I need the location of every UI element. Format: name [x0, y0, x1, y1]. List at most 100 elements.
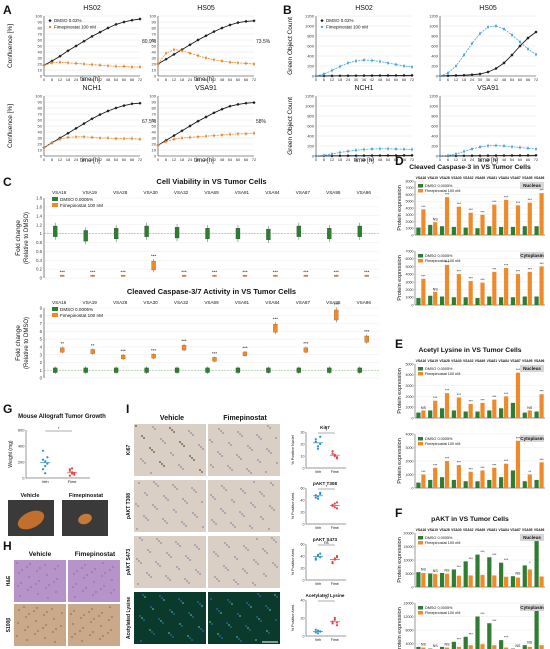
cell-nucleus — [243, 545, 245, 547]
y-tick-label: 30 — [38, 136, 43, 141]
data-point — [220, 59, 224, 63]
cell-nucleus — [72, 623, 74, 625]
cell-nucleus — [250, 502, 252, 504]
x-tick-label: 48 — [106, 157, 111, 162]
y-tick-label: 70 — [152, 32, 157, 37]
cell-nucleus — [28, 613, 30, 615]
y-tick-label: 70 — [38, 112, 43, 117]
significance-label: *** — [445, 193, 450, 197]
cell-nucleus — [92, 631, 94, 633]
cell-nucleus — [170, 452, 172, 454]
cell-nucleus — [195, 569, 197, 571]
y-tick-label: 0 — [154, 74, 157, 79]
cell-nucleus — [54, 641, 56, 643]
data-point — [212, 58, 216, 61]
bar-fimepinostat — [456, 465, 461, 488]
bar-fimepinostat — [527, 202, 532, 235]
cell-nucleus — [219, 453, 221, 455]
cell-nucleus — [260, 620, 262, 622]
data-point — [106, 136, 110, 140]
cell-nucleus — [244, 492, 246, 494]
y-tick-label: 40 — [38, 130, 43, 135]
data-point — [394, 153, 398, 158]
cell-nucleus — [157, 485, 159, 487]
data-point — [402, 64, 406, 68]
cell-nucleus — [23, 606, 25, 608]
cell-nucleus — [37, 630, 39, 632]
data-point — [402, 148, 406, 151]
cell-nucleus — [137, 583, 139, 585]
cell-nucleus — [268, 632, 270, 634]
cell-nucleus — [155, 483, 157, 485]
y-tick-label: 1200 — [305, 94, 315, 99]
legend-swatch-dmso — [418, 536, 423, 540]
cell-nucleus — [191, 457, 193, 459]
data-point — [122, 20, 126, 24]
y-tick-label: 100 — [35, 14, 42, 19]
cell-nucleus — [266, 630, 268, 632]
cell-nucleus — [109, 569, 111, 571]
y-tick-label: 7000 — [406, 249, 414, 253]
bar-fimepinostat — [421, 278, 426, 305]
data-point — [138, 138, 142, 141]
x-tick-label: 54 — [510, 77, 515, 82]
data-point — [44, 460, 47, 463]
data-point — [122, 65, 126, 68]
cell-nucleus — [260, 516, 262, 518]
cell-nucleus — [37, 593, 39, 595]
significance-label: *** — [273, 269, 279, 274]
data-point — [362, 58, 366, 62]
x-tick-label: 12 — [58, 77, 63, 82]
x-tick-label: 30 — [354, 77, 359, 82]
category-label: VSA32 — [174, 190, 189, 195]
cell-nucleus — [169, 609, 171, 611]
subplot-title: HS02 — [83, 5, 101, 12]
data-point — [322, 154, 326, 157]
row-label: H&E — [6, 575, 12, 586]
y-tick-label: 4000 — [406, 273, 414, 277]
significance-label: NS — [433, 287, 439, 291]
x-tick-label: 66 — [130, 157, 135, 162]
y-tick-label: 90 — [152, 100, 157, 105]
y-tick-label: 5000 — [406, 362, 414, 366]
significance-label: NS — [527, 406, 533, 410]
significance-label: * — [326, 428, 328, 433]
y-tick-label: 1200 — [429, 94, 439, 99]
y-axis-title: Protein expression — [397, 255, 403, 301]
y-tick-label: 0 — [412, 486, 414, 490]
y-tick-label: 40 — [301, 498, 305, 502]
data-point — [378, 60, 382, 63]
significance-label: *** — [242, 269, 248, 274]
y-tick-label: 8000 — [406, 628, 414, 632]
cell-nucleus — [149, 551, 151, 553]
box-fimepinostat — [364, 335, 369, 343]
cell-nucleus — [220, 508, 222, 510]
cell-nucleus — [154, 506, 156, 508]
column-label: Vehicle — [29, 551, 52, 558]
cell-nucleus — [189, 637, 191, 639]
reduction-percent: 80.9% — [142, 39, 157, 45]
cell-nucleus — [183, 523, 185, 525]
data-point — [510, 145, 514, 148]
x-tick-label: 72 — [252, 77, 257, 82]
significance-label: *** — [492, 463, 497, 467]
cell-nucleus — [236, 636, 238, 638]
data-point — [106, 109, 110, 113]
x-tick-label: Veh — [315, 638, 321, 642]
cell-nucleus — [192, 512, 194, 514]
cell-nucleus — [100, 625, 102, 627]
cell-nucleus — [246, 572, 248, 574]
bar-dmso — [534, 541, 539, 587]
data-point — [314, 74, 318, 78]
y-tick-label: 0 — [412, 585, 414, 589]
cell-nucleus — [222, 510, 224, 512]
box-dmso — [83, 230, 88, 242]
x-tick-label: 48 — [502, 157, 507, 162]
significance-label: *** — [539, 390, 544, 394]
bar-dmso — [475, 616, 480, 649]
cell-nucleus — [150, 606, 152, 608]
subplot-title: VSA91 — [477, 85, 499, 92]
series-line-fimepinostat — [315, 59, 413, 77]
cell-nucleus — [158, 618, 160, 620]
panel-I: Vehicle Fimepinostat Ki67 pAKT T308 pAKT S47… — [126, 415, 346, 644]
